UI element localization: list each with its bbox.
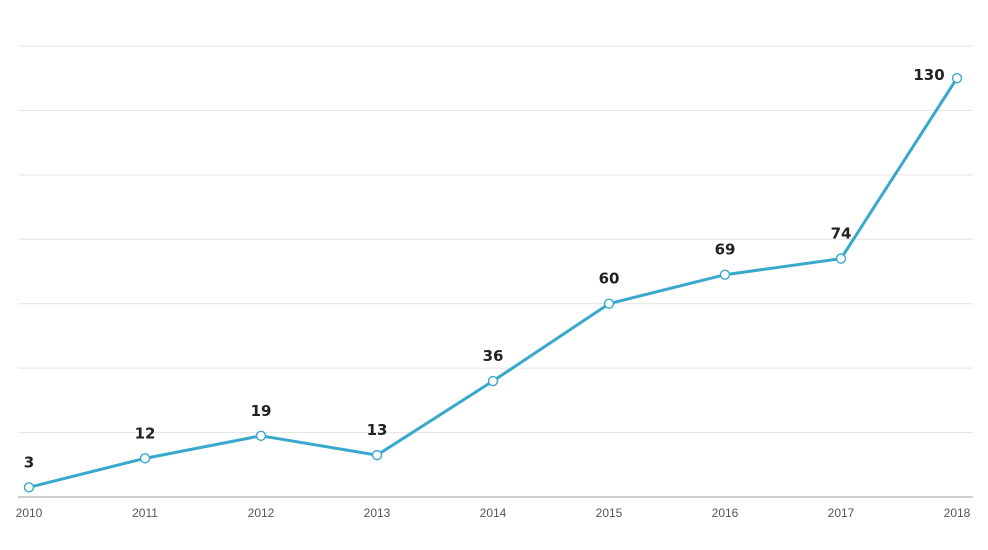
data-point — [23, 482, 35, 493]
points-layer — [23, 73, 963, 493]
x-tick-label: 2010 — [16, 506, 43, 520]
series-layer — [27, 76, 959, 489]
x-tick-label: 2014 — [480, 506, 507, 520]
x-tick-label: 2012 — [248, 506, 275, 520]
data-point — [255, 430, 267, 441]
data-point — [371, 449, 383, 461]
x-tick-label: 2013 — [364, 506, 391, 520]
data-point — [719, 269, 731, 280]
data-label: 60 — [599, 270, 620, 288]
data-point — [835, 253, 847, 264]
series-line — [27, 76, 959, 489]
x-tick-label: 2017 — [828, 506, 855, 520]
data-label: 130 — [913, 66, 944, 84]
data-label: 36 — [483, 347, 504, 365]
data-point — [487, 375, 499, 387]
x-tick-label: 2018 — [944, 506, 971, 520]
x-tick-labels: 2010 2011 2012 2013 2014 2015 2016 2017 2018 — [16, 506, 971, 520]
data-label: 69 — [715, 241, 736, 259]
data-point — [139, 453, 151, 464]
gridlines — [18, 45, 973, 434]
x-tick-label: 2016 — [712, 506, 739, 520]
data-label: 12 — [135, 424, 156, 442]
data-label: 13 — [367, 421, 388, 439]
x-tick-label: 2011 — [132, 506, 158, 520]
data-label: 3 — [24, 453, 34, 471]
data-label: 74 — [831, 225, 852, 243]
data-label: 19 — [251, 402, 272, 420]
data-point — [603, 298, 615, 309]
data-labels: 3 12 19 13 36 60 69 74 130 — [24, 66, 945, 471]
data-point — [951, 73, 963, 84]
x-tick-label: 2015 — [596, 506, 623, 520]
